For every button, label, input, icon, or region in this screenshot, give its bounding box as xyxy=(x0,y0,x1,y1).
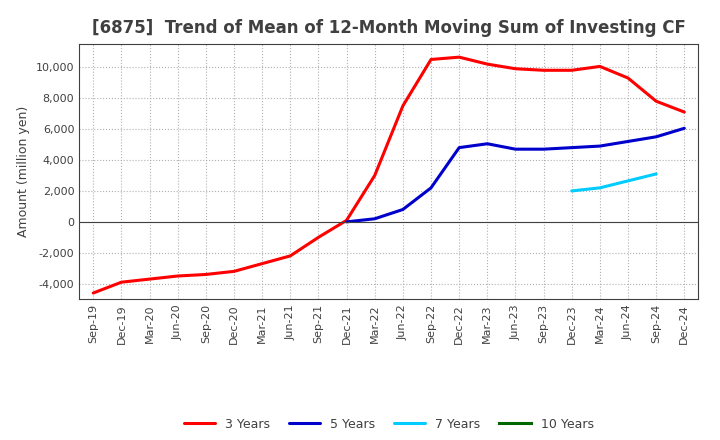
5 Years xyxy=(680,126,688,131)
5 Years xyxy=(370,216,379,221)
5 Years xyxy=(511,147,520,152)
Line: 3 Years: 3 Years xyxy=(94,57,684,293)
Legend: 3 Years, 5 Years, 7 Years, 10 Years: 3 Years, 5 Years, 7 Years, 10 Years xyxy=(179,413,598,436)
3 Years xyxy=(567,68,576,73)
3 Years xyxy=(427,57,436,62)
5 Years xyxy=(483,141,492,147)
3 Years xyxy=(624,75,632,81)
7 Years xyxy=(624,178,632,183)
3 Years xyxy=(314,235,323,240)
3 Years xyxy=(370,173,379,178)
5 Years xyxy=(342,219,351,224)
3 Years xyxy=(511,66,520,71)
Line: 7 Years: 7 Years xyxy=(572,174,656,191)
5 Years xyxy=(427,185,436,191)
7 Years xyxy=(652,171,660,176)
3 Years xyxy=(539,68,548,73)
3 Years xyxy=(595,64,604,69)
3 Years xyxy=(399,103,408,109)
5 Years xyxy=(652,134,660,139)
3 Years xyxy=(342,218,351,223)
3 Years xyxy=(652,99,660,104)
3 Years xyxy=(483,62,492,67)
5 Years xyxy=(455,145,464,150)
5 Years xyxy=(399,207,408,212)
Line: 5 Years: 5 Years xyxy=(346,128,684,222)
3 Years xyxy=(174,273,182,279)
3 Years xyxy=(89,290,98,296)
7 Years xyxy=(567,188,576,194)
3 Years xyxy=(145,276,154,282)
7 Years xyxy=(595,185,604,191)
3 Years xyxy=(230,269,238,274)
5 Years xyxy=(539,147,548,152)
3 Years xyxy=(286,253,294,259)
3 Years xyxy=(680,110,688,115)
3 Years xyxy=(202,272,210,277)
5 Years xyxy=(624,139,632,144)
Title: [6875]  Trend of Mean of 12-Month Moving Sum of Investing CF: [6875] Trend of Mean of 12-Month Moving … xyxy=(92,19,685,37)
3 Years xyxy=(455,55,464,60)
3 Years xyxy=(117,279,126,285)
5 Years xyxy=(595,143,604,149)
Y-axis label: Amount (million yen): Amount (million yen) xyxy=(17,106,30,237)
5 Years xyxy=(567,145,576,150)
3 Years xyxy=(258,261,266,266)
